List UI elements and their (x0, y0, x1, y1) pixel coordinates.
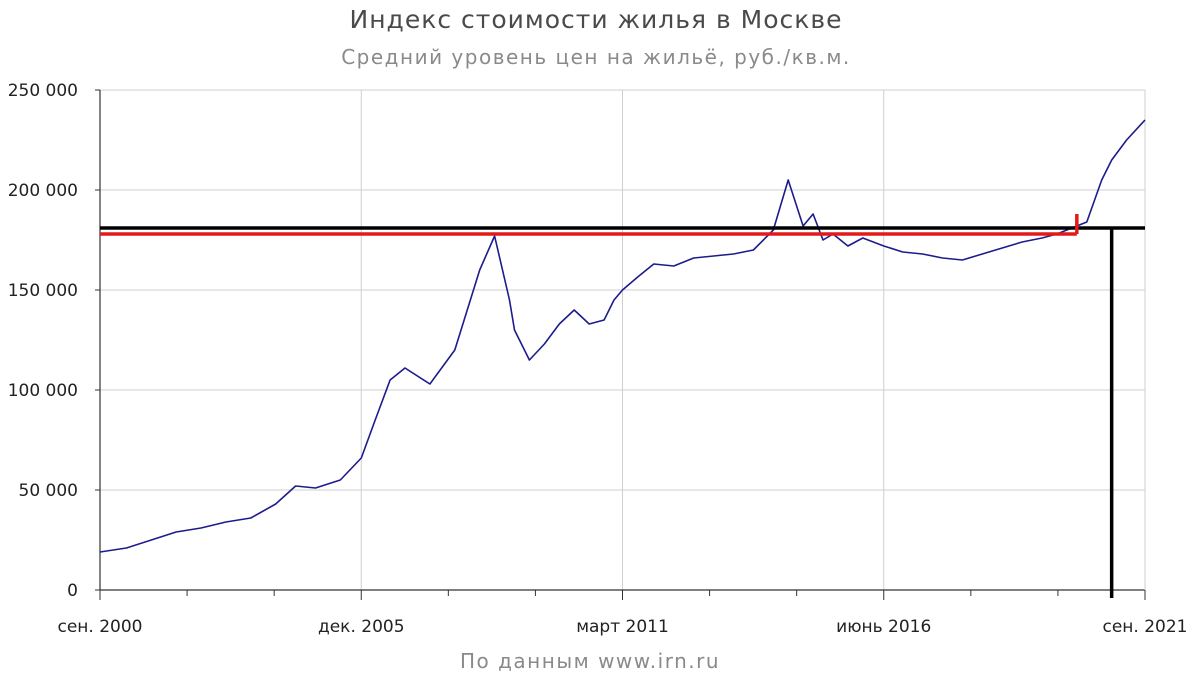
x-tick-label: июнь 2016 (836, 617, 931, 637)
x-tick-label: сен. 2021 (1103, 617, 1188, 637)
y-tick-label: 50 000 (19, 481, 78, 501)
series (99, 119, 1146, 553)
source-note: По данным www.irn.ru (460, 649, 720, 673)
x-tick-label: март 2011 (576, 617, 669, 637)
y-tick-label: 250 000 (8, 81, 78, 101)
x-axis-ticks: сен. 2000 дек. 2005 март 2011 июнь 2016 сен.… (58, 590, 1188, 637)
series-line-0 (99, 119, 1146, 553)
y-axis-ticks: 0 50 000 100 000 150 000 200 000 250 000 (8, 81, 100, 601)
y-tick-label: 200 000 (8, 181, 78, 201)
x-tick-label: сен. 2000 (58, 617, 143, 637)
annotations (100, 214, 1145, 598)
y-tick-label: 100 000 (8, 381, 78, 401)
y-tick-label: 150 000 (8, 281, 78, 301)
y-tick-label: 0 (67, 581, 78, 601)
x-tick-label: дек. 2005 (318, 617, 405, 637)
plot-area: 0 50 000 100 000 150 000 200 000 250 000 сен.… (8, 81, 1188, 637)
chart-subtitle: Средний уровень цен на жильё, руб./кв.м. (341, 45, 851, 69)
chart-title: Индекс стоимости жилья в Москве (350, 5, 843, 34)
